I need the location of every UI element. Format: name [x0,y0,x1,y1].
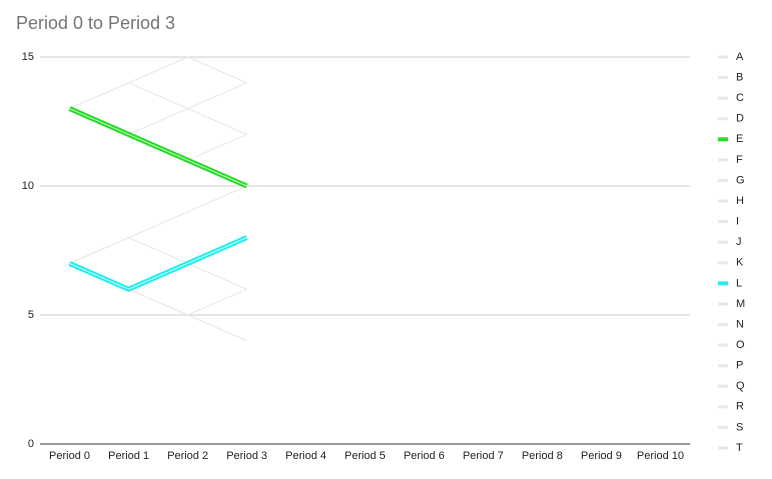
legend-label: G [736,174,745,186]
series-line [69,262,248,316]
legend-label: Q [736,380,745,392]
series-line [69,56,248,110]
legend-label: B [736,71,743,83]
y-tick-label: 15 [22,51,34,63]
legend-label: L [736,277,742,289]
x-tick-label: Period 9 [581,450,622,462]
legend-label: D [736,113,744,125]
x-tick-label: Period 2 [167,450,208,462]
x-tick-label: Period 5 [345,450,386,462]
legend-label: T [736,442,743,454]
legend-label: P [736,360,743,372]
series-line [69,82,248,135]
series-line [69,237,248,290]
legend-label: H [736,195,744,207]
legend-label: S [736,421,743,433]
legend-label: A [736,51,744,63]
chart-title: Period 0 to Period 3 [16,13,175,33]
series-line [69,237,248,290]
series-line-highlight [69,237,248,290]
legend-label: R [736,401,744,413]
legend-label: O [736,339,745,351]
x-tick-label: Period 10 [637,450,684,462]
x-tick-label: Period 4 [285,450,326,462]
legend-label: N [736,318,744,330]
legend-label: C [736,92,744,104]
x-tick-label: Period 8 [522,450,563,462]
y-tick-label: 0 [28,438,34,450]
legend-label: F [736,154,743,166]
y-tick-label: 10 [22,180,34,192]
series-line [69,56,248,110]
x-tick-label: Period 7 [463,450,504,462]
x-tick-label: Period 3 [226,450,267,462]
legend-label: M [736,298,745,310]
x-tick-label: Period 1 [108,450,149,462]
legend-label: I [736,216,739,228]
series-line-highlight [69,108,248,187]
legend-label: J [736,236,742,248]
legend-label: E [736,133,743,145]
legend-label: K [736,257,744,269]
x-tick-label: Period 0 [49,450,90,462]
series-line [69,82,248,135]
series-line [69,237,248,290]
series-line [69,108,248,161]
series-line [68,235,248,292]
x-tick-label: Period 6 [404,450,445,462]
y-tick-label: 5 [28,309,34,321]
